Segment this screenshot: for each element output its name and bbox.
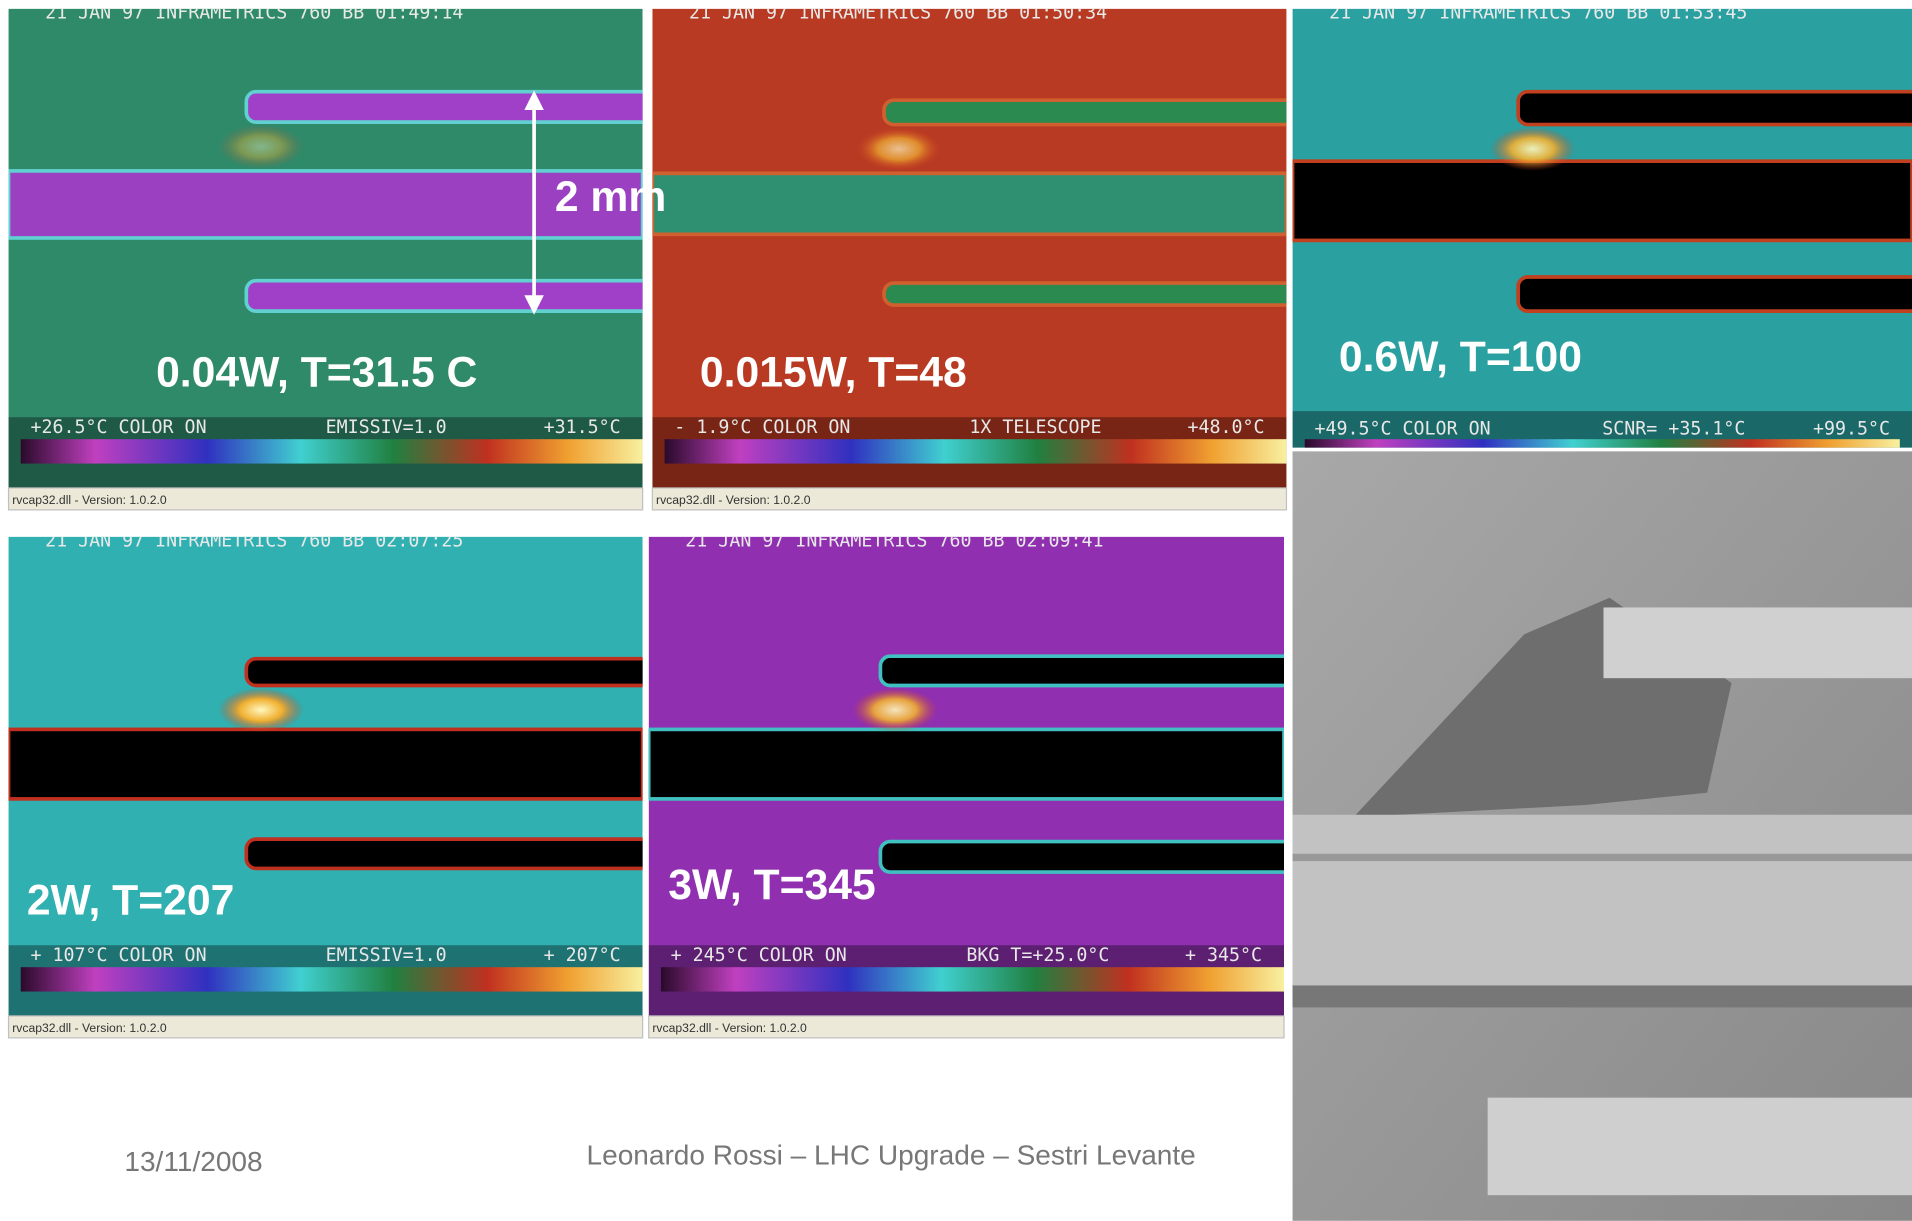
hot-spot	[856, 127, 941, 171]
osd-footer-mid: SCNR= +35.1°C	[1602, 418, 1745, 439]
osd-header: 21 JAN 97 INFRAMETRICS 760 BB 02:07:25	[45, 530, 463, 551]
color-bar	[661, 967, 1284, 991]
power-label: 0.6W, T=100	[1339, 333, 1582, 381]
osd-footer-right: +48.0°C	[1187, 417, 1264, 438]
thermal-image: 21 JAN 97 INFRAMETRICS 760 BB 01:53:45 +4…	[1293, 2, 1912, 447]
osd-footer-left: +49.5°C COLOR ON	[1315, 418, 1491, 439]
power-label: 3W, T=345	[668, 861, 875, 909]
footer-text: Leonardo Rossi – LHC Upgrade – Sestri Le…	[587, 1140, 1196, 1171]
osd-header: 21 JAN 97 INFRAMETRICS 760 BB 02:09:41	[685, 530, 1103, 551]
version-text: rvcap32.dll - Version: 1.0.2.0	[656, 493, 811, 507]
core-band	[9, 171, 643, 238]
hot-spot	[218, 125, 303, 169]
osd-footer-mid: EMISSIV=1.0	[326, 417, 447, 438]
core-band	[9, 729, 643, 799]
hot-spot	[852, 688, 937, 732]
osd-header: 21 JAN 97 INFRAMETRICS 760 BB 01:53:45	[1329, 2, 1747, 23]
electrode	[1518, 92, 1912, 125]
slide: 13/11/2008 Leonardo Rossi – LHC Upgrade …	[0, 0, 1912, 1221]
power-label: 2W, T=207	[27, 877, 234, 925]
version-text: rvcap32.dll - Version: 1.0.2.0	[652, 1021, 807, 1035]
core-band	[1293, 161, 1912, 240]
background	[9, 9, 643, 488]
hot-spot	[218, 688, 303, 732]
osd-footer-left: + 245°C COLOR ON	[671, 945, 847, 966]
osd-footer-left: + 107°C COLOR ON	[30, 945, 206, 966]
color-bar	[21, 439, 643, 463]
color-bar	[1305, 439, 1900, 448]
osd-footer-right: + 345°C	[1185, 945, 1262, 966]
osd-header: 21 JAN 97 INFRAMETRICS 760 BB 01:50:34	[689, 2, 1107, 23]
sem-image	[1293, 451, 1912, 1220]
osd-footer-left: +26.5°C COLOR ON	[30, 417, 206, 438]
osd-footer-right: +31.5°C	[544, 417, 621, 438]
thermal-panel: 21 JAN 97 INFRAMETRICS 760 BB 01:53:45 +4…	[1293, 2, 1912, 447]
osd-footer-right: +99.5°C	[1813, 418, 1890, 439]
power-label: 0.04W, T=31.5 C	[156, 349, 477, 397]
core-band	[649, 729, 1284, 799]
electrode	[1518, 277, 1912, 311]
osd-footer-mid: EMISSIV=1.0	[326, 945, 447, 966]
version-text: rvcap32.dll - Version: 1.0.2.0	[12, 493, 167, 507]
color-bar	[21, 967, 643, 991]
core-band	[652, 173, 1286, 234]
version-text: rvcap32.dll - Version: 1.0.2.0	[12, 1021, 167, 1035]
color-bar	[665, 439, 1287, 463]
osd-footer-mid: BKG T=+25.0°C	[966, 945, 1109, 966]
power-label: 0.015W, T=48	[700, 349, 967, 397]
osd-footer-mid: 1X TELESCOPE	[969, 417, 1101, 438]
scale-label: 2 mm	[555, 173, 666, 221]
hot-spot	[1490, 127, 1575, 171]
osd-footer-right: + 207°C	[544, 945, 621, 966]
osd-footer-left: - 1.9°C COLOR ON	[674, 417, 850, 438]
osd-header: 21 JAN 97 INFRAMETRICS 760 BB 01:49:14	[45, 2, 463, 23]
footer-date: 13/11/2008	[124, 1146, 262, 1177]
background	[652, 9, 1286, 488]
